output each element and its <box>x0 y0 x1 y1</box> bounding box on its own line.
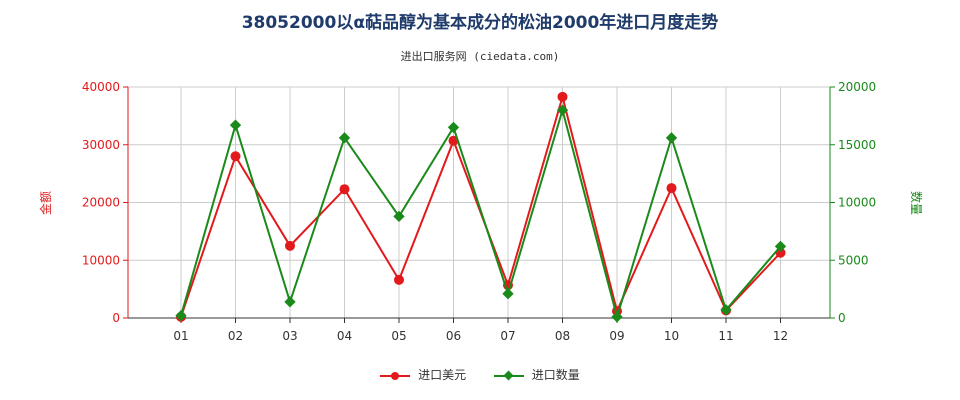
legend-label-quantity: 进口数量 <box>531 368 580 382</box>
tick-label-right: 20000 <box>838 80 876 94</box>
tick-label-x: 09 <box>609 329 624 343</box>
tick-label-x: 11 <box>718 329 733 343</box>
data-point-1 <box>774 240 787 253</box>
legend-item-quantity[interactable]: 进口数量 <box>493 366 580 383</box>
legend-item-amount[interactable]: 进口美元 <box>380 366 466 383</box>
data-point-1 <box>720 304 732 316</box>
data-point-1 <box>284 296 296 308</box>
tick-label-right: 15000 <box>838 138 876 152</box>
tick-label-x: 12 <box>773 329 788 343</box>
tick-label-x: 02 <box>228 329 243 343</box>
data-point-1 <box>611 311 623 323</box>
data-point-0 <box>285 240 295 251</box>
tick-label-x: 07 <box>500 329 515 343</box>
legend-line-quantity <box>493 370 524 380</box>
data-point-0 <box>230 151 241 162</box>
data-point-1 <box>665 132 678 144</box>
legend: 进口美元 进口数量 <box>0 366 960 383</box>
tick-label-x: 08 <box>555 329 570 343</box>
y-axis-left-label: 金额 <box>38 191 53 215</box>
tick-label-left: 10000 <box>82 253 120 267</box>
tick-label-x: 06 <box>446 329 461 343</box>
legend-label-amount: 进口美元 <box>418 368 467 382</box>
data-point-0 <box>339 184 350 195</box>
tick-label-left: 20000 <box>82 196 120 210</box>
tick-label-left: 30000 <box>82 138 120 152</box>
data-point-1 <box>447 121 460 134</box>
tick-label-x: 10 <box>664 329 679 343</box>
y-axis-right-label: 数量 <box>909 191 924 215</box>
tick-label-x: 03 <box>282 329 297 343</box>
data-point-0 <box>394 274 404 285</box>
tick-label-x: 04 <box>337 329 352 343</box>
data-point-0 <box>666 183 677 194</box>
tick-label-x: 05 <box>391 329 406 343</box>
series-line-0 <box>180 93 782 318</box>
tick-label-right: 0 <box>838 311 846 325</box>
data-point-1 <box>393 210 405 223</box>
tick-label-left: 40000 <box>82 80 120 94</box>
data-point-1 <box>175 310 187 322</box>
chart-subtitle: 进出口服务网 (ciedata.com) <box>400 50 560 63</box>
legend-line-amount <box>380 371 411 380</box>
data-point-1 <box>502 288 514 300</box>
chart-title: 38052000以α萜品醇为基本成分的松油2000年进口月度走势 <box>241 13 719 33</box>
data-point-1 <box>338 132 351 144</box>
tick-label-x: 01 <box>173 329 188 343</box>
series-line-1 <box>180 106 782 321</box>
data-point-0 <box>557 91 568 102</box>
tick-label-left: 0 <box>112 311 120 325</box>
tick-label-right: 5000 <box>838 253 869 267</box>
tick-label-right: 10000 <box>838 196 876 210</box>
data-point-1 <box>229 119 242 131</box>
